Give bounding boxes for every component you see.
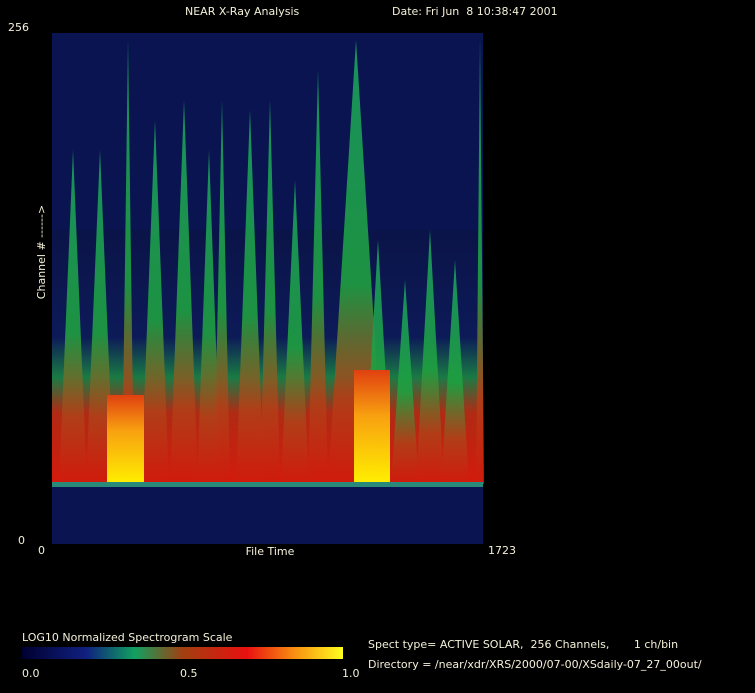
- y-bottom: 0: [18, 534, 25, 547]
- scale-label: 0.5: [180, 667, 198, 680]
- spikes: [59, 38, 484, 484]
- scale-label: 0.0: [22, 667, 40, 680]
- spect-info: Spect type= ACTIVE SOLAR, 256 Channels, …: [368, 638, 678, 651]
- y-label: Channel # ------>: [35, 205, 48, 299]
- date: Date: Fri Jun 8 10:38:47 2001: [392, 5, 558, 18]
- title: NEAR X-Ray Analysis: [185, 5, 300, 18]
- color-scale: [22, 647, 343, 659]
- x-left: 0: [38, 544, 45, 557]
- spectrogram: [52, 33, 484, 544]
- x-right: 1723: [488, 544, 516, 557]
- spike: [441, 260, 469, 484]
- spike: [476, 38, 484, 484]
- x-label: File Time: [246, 545, 295, 558]
- spike: [281, 180, 309, 484]
- spike: [236, 110, 264, 484]
- spike: [197, 150, 221, 484]
- spike: [391, 280, 419, 484]
- hot-block: [107, 395, 144, 484]
- y-top: 256: [8, 21, 29, 34]
- spike: [122, 40, 134, 484]
- spike: [416, 230, 444, 484]
- spike: [260, 100, 280, 484]
- spike: [59, 150, 87, 484]
- spike: [308, 70, 328, 484]
- scale-label: 1.0: [342, 667, 360, 680]
- baseline: [52, 482, 483, 487]
- scale-title: LOG10 Normalized Spectrogram Scale: [22, 631, 233, 644]
- spike: [214, 100, 230, 484]
- hot-block: [354, 370, 390, 484]
- directory: Directory = /near/xdr/XRS/2000/07-00/XSd…: [368, 658, 702, 671]
- spike: [170, 100, 198, 484]
- spike: [141, 120, 169, 484]
